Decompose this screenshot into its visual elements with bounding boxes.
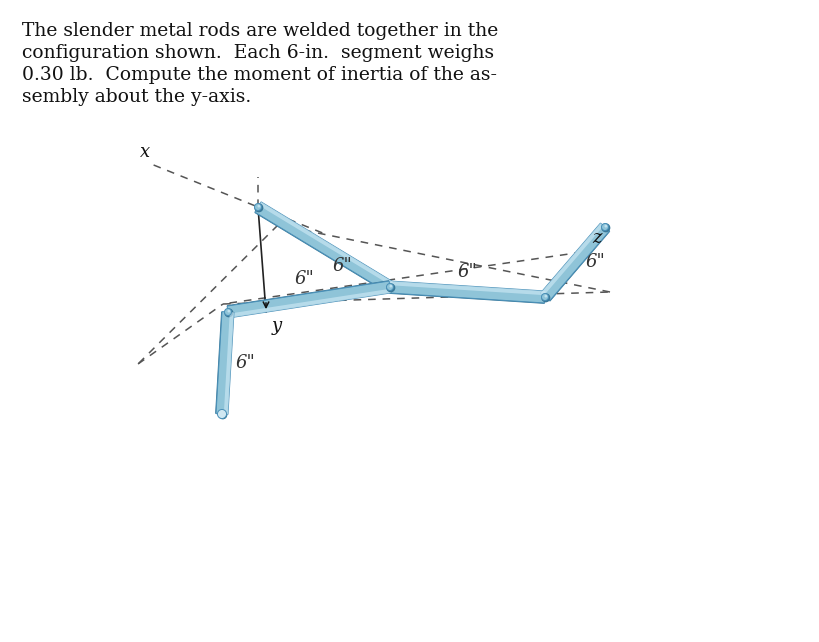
Circle shape [387,284,395,291]
Text: sembly about the y-axis.: sembly about the y-axis. [22,88,251,106]
Circle shape [545,295,547,297]
Polygon shape [229,289,391,318]
Circle shape [542,294,550,302]
Polygon shape [259,202,393,286]
Circle shape [228,309,230,313]
Text: 6": 6" [235,354,255,372]
Circle shape [541,293,549,300]
Circle shape [390,284,392,288]
Circle shape [602,224,609,232]
Circle shape [387,284,393,290]
Polygon shape [541,223,609,301]
Polygon shape [390,281,545,303]
Polygon shape [227,280,390,311]
Text: 6": 6" [294,270,314,288]
Circle shape [257,205,260,207]
Text: y: y [272,317,282,335]
Circle shape [604,225,607,227]
Circle shape [225,309,233,317]
Circle shape [255,204,261,211]
Text: 6": 6" [585,253,604,271]
Polygon shape [255,202,393,292]
Text: configuration shown.  Each 6-in.  segment weighs: configuration shown. Each 6-in. segment … [22,44,494,62]
Circle shape [219,411,227,419]
Polygon shape [541,223,604,296]
Circle shape [255,204,263,212]
Circle shape [219,410,225,417]
Polygon shape [390,281,545,295]
Text: 6": 6" [332,257,351,275]
Circle shape [218,410,227,419]
Text: 0.30 lb.  Compute the moment of inertia of the as-: 0.30 lb. Compute the moment of inertia o… [22,66,497,84]
Text: The slender metal rods are welded together in the: The slender metal rods are welded togeth… [22,22,498,40]
Circle shape [601,223,609,230]
Text: 6": 6" [458,263,477,281]
Polygon shape [215,311,228,414]
Polygon shape [216,311,234,414]
Text: x: x [139,143,150,161]
Polygon shape [227,281,391,318]
Polygon shape [224,312,234,414]
Text: z: z [592,229,602,247]
Polygon shape [390,288,545,304]
Circle shape [221,412,224,415]
Polygon shape [545,227,610,302]
Circle shape [224,309,232,315]
Polygon shape [255,207,390,293]
